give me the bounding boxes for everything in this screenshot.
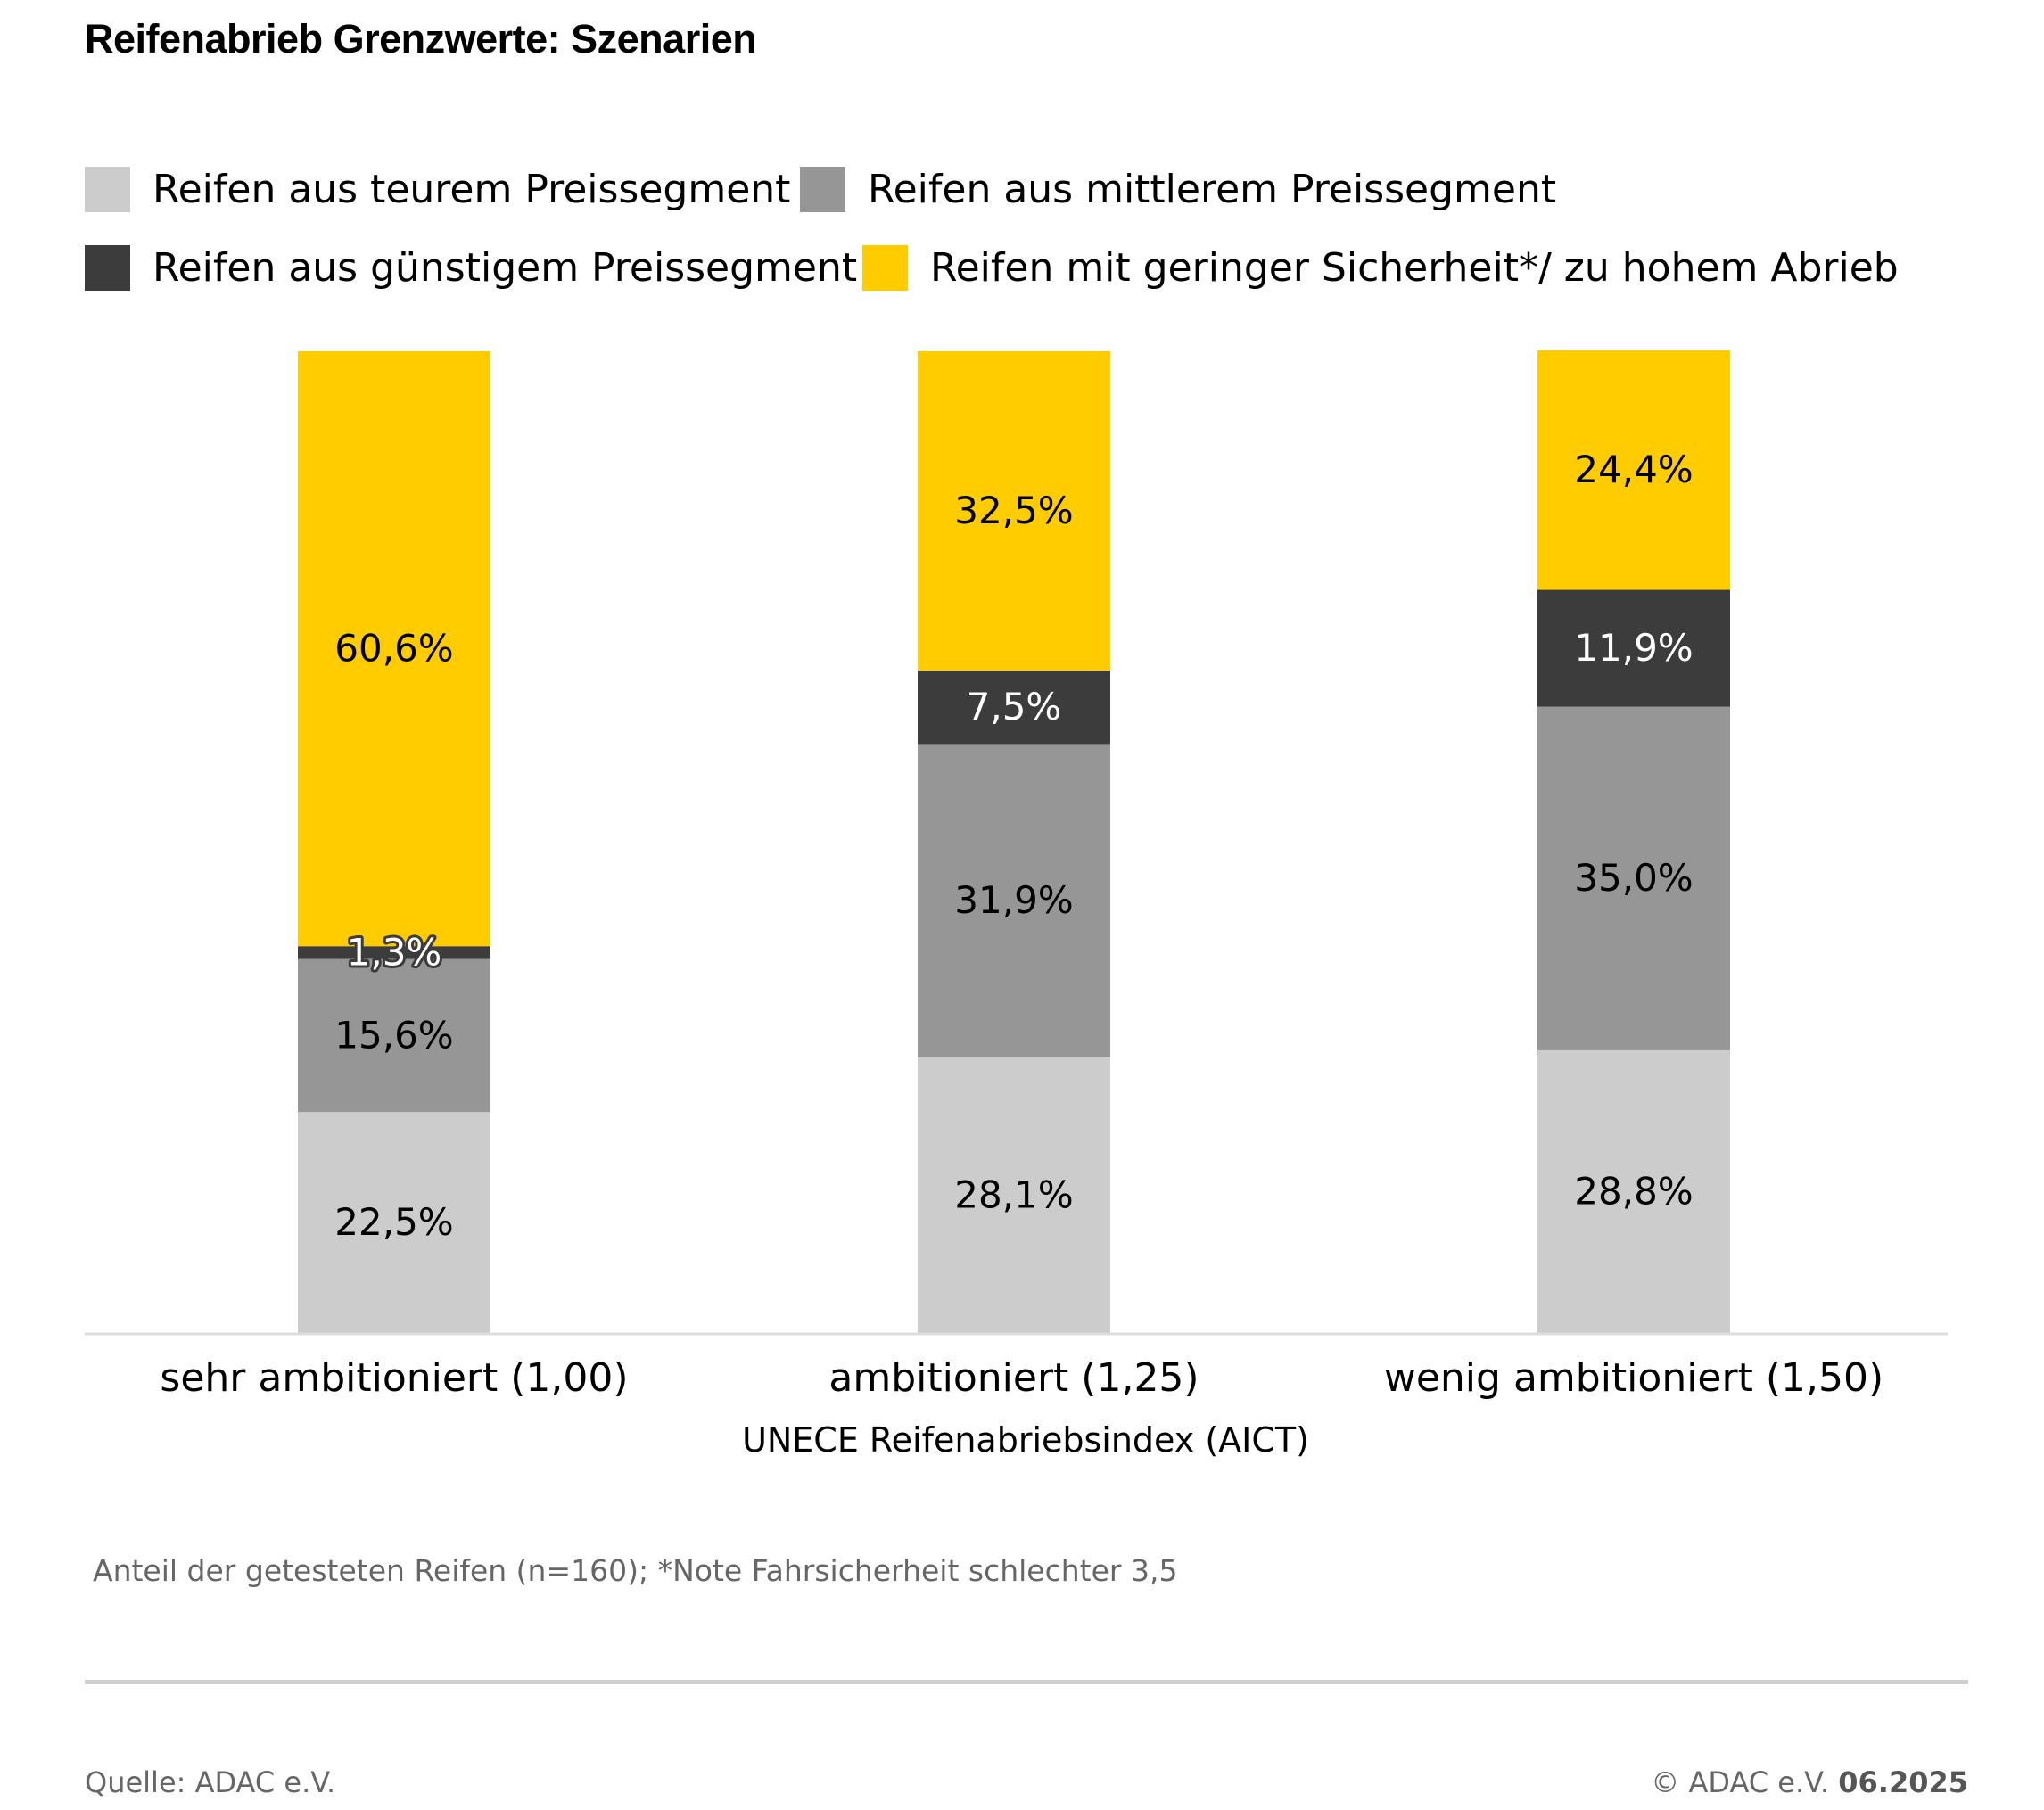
bar-segment-reifen-aus-mittlerem-preissegment-1 bbox=[298, 958, 490, 1113]
bar-segment-reifen-aus-g-nstigem-preissegment-2 bbox=[918, 670, 1110, 745]
data-label-reifen-mit-geringer-sicherheit-zu-hohem-abrieb-3: 24,4% bbox=[1574, 448, 1693, 491]
legend-swatch-unsicher bbox=[862, 244, 908, 291]
legend-swatch-teuer bbox=[85, 166, 130, 212]
legend-label-teuer: Reifen aus teurem Preissegment bbox=[152, 166, 791, 212]
legend-label-mittel: Reifen aus mittlerem Preissegment bbox=[868, 166, 1557, 212]
bar-segment-reifen-aus-teurem-preissegment-1 bbox=[298, 1112, 490, 1333]
source-label: Quelle: ADAC e.V. bbox=[85, 1765, 336, 1799]
footer-divider bbox=[85, 1680, 1968, 1684]
legend-swatch-guenstig bbox=[85, 244, 130, 291]
data-label-reifen-aus-teurem-preissegment-1: 22,5% bbox=[334, 1200, 453, 1244]
legend-label-unsicher: Reifen mit geringer Sicherheit*/ zu hohe… bbox=[930, 244, 1899, 291]
copyright: © ADAC e.V. 06.2025 bbox=[1651, 1765, 1968, 1799]
bar-segment-reifen-aus-mittlerem-preissegment-2 bbox=[918, 744, 1110, 1057]
legend-swatch-mittel bbox=[800, 166, 845, 212]
x-axis-title: UNECE Reifenabriebsindex (AICT) bbox=[742, 1420, 1309, 1460]
chart-title: Reifenabrieb Grenzwerte: Szenarien bbox=[85, 16, 757, 62]
legend-item-guenstig: Reifen aus günstigem Preissegment bbox=[85, 244, 857, 291]
data-label-reifen-aus-g-nstigem-preissegment-2: 7,5% bbox=[967, 685, 1062, 728]
data-label-reifen-aus-teurem-preissegment-3: 28,8% bbox=[1574, 1169, 1693, 1213]
bar-segment-reifen-aus-g-nstigem-preissegment-3 bbox=[1537, 589, 1730, 707]
bar-segment-reifen-mit-geringer-sicherheit-zu-hohem-abrieb-1 bbox=[298, 351, 490, 947]
copyright-prefix: © ADAC e.V. bbox=[1651, 1765, 1830, 1799]
data-label-reifen-aus-mittlerem-preissegment-1: 15,6% bbox=[334, 1013, 453, 1057]
footnote: Anteil der getesteten Reifen (n=160); *N… bbox=[93, 1553, 1178, 1588]
data-label-reifen-aus-g-nstigem-preissegment-3: 11,9% bbox=[1574, 626, 1693, 670]
bar-segment-reifen-aus-mittlerem-preissegment-3 bbox=[1537, 706, 1730, 1050]
legend-item-teuer: Reifen aus teurem Preissegment bbox=[85, 166, 790, 212]
x-tick-label-3: wenig ambitioniert (1,50) bbox=[1384, 1355, 1883, 1401]
bar-segment-reifen-aus-teurem-preissegment-3 bbox=[1537, 1049, 1730, 1333]
data-label-reifen-aus-mittlerem-preissegment-2: 31,9% bbox=[954, 878, 1073, 922]
legend-label-guenstig: Reifen aus günstigem Preissegment bbox=[152, 244, 858, 291]
legend-item-mittel: Reifen aus mittlerem Preissegment bbox=[800, 166, 1556, 212]
x-tick-label-2: ambitioniert (1,25) bbox=[828, 1355, 1199, 1401]
bar-segment-reifen-aus-teurem-preissegment-2 bbox=[918, 1057, 1110, 1333]
data-label-reifen-aus-teurem-preissegment-2: 28,1% bbox=[954, 1172, 1073, 1216]
data-label-reifen-mit-geringer-sicherheit-zu-hohem-abrieb-2: 32,5% bbox=[954, 489, 1073, 532]
data-label-reifen-mit-geringer-sicherheit-zu-hohem-abrieb-1: 60,6% bbox=[334, 627, 453, 671]
data-label-reifen-aus-g-nstigem-preissegment-1: 1,3% bbox=[347, 930, 442, 974]
legend-item-unsicher: Reifen mit geringer Sicherheit*/ zu hohe… bbox=[862, 244, 1899, 291]
bar-segment-reifen-mit-geringer-sicherheit-zu-hohem-abrieb-2 bbox=[918, 351, 1110, 671]
copyright-date: 06.2025 bbox=[1838, 1765, 1968, 1799]
x-tick-label-1: sehr ambitioniert (1,00) bbox=[160, 1355, 628, 1401]
bar-segment-reifen-mit-geringer-sicherheit-zu-hohem-abrieb-3 bbox=[1537, 350, 1730, 590]
data-label-reifen-aus-mittlerem-preissegment-3: 35,0% bbox=[1574, 856, 1693, 900]
bar-segment-reifen-aus-g-nstigem-preissegment-1 bbox=[298, 946, 490, 959]
